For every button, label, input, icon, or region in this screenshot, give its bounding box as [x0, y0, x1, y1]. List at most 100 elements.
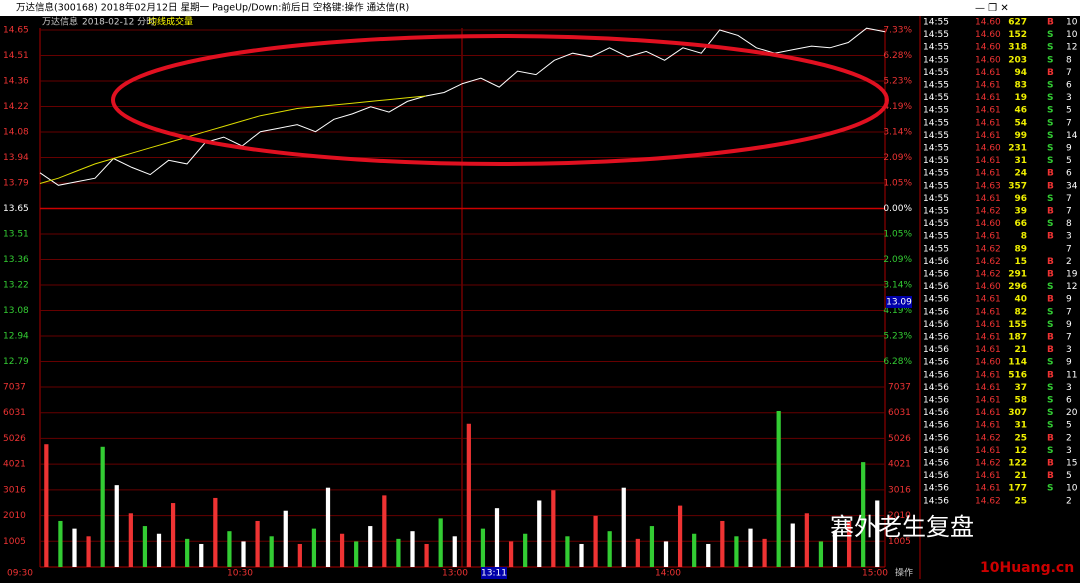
volume-bar [776, 410, 781, 567]
trade-cell: 3 [1066, 383, 1072, 393]
trade-cell: 40 [1014, 295, 1027, 305]
volume-bar [537, 500, 542, 567]
trade-cell: S [1047, 396, 1053, 406]
vol-tick: 6031 [3, 408, 26, 418]
pct-tick: 1.05% [883, 179, 912, 189]
volume-bar [494, 508, 500, 567]
annotation-ellipse [111, 34, 889, 166]
price-tick: 13.51 [3, 230, 29, 240]
avg-label: 均线 [148, 16, 166, 28]
vol-label: 成交量 [166, 16, 193, 28]
volume-bar [368, 526, 373, 567]
watermark: 塞外老生复盘 [830, 513, 974, 541]
vol-tick-right: 6031 [888, 408, 911, 418]
trade-cell: 31 [1014, 156, 1027, 166]
trade-cell: 14.61 [975, 68, 1001, 78]
volume-bar [100, 446, 105, 567]
cursor-time-box [481, 567, 507, 579]
volume-bar [875, 500, 880, 567]
time-tick: 13:00 [442, 569, 468, 579]
volume-bar [832, 531, 838, 567]
trade-cell: 14:56 [923, 333, 949, 343]
vol-tick: 7037 [3, 383, 26, 393]
trade-cell: S [1047, 144, 1053, 154]
trade-cell: 14:55 [923, 144, 949, 154]
trade-cell: 14.62 [975, 270, 1001, 280]
trade-cell: 5 [1066, 106, 1072, 116]
trade-cell: 2 [1066, 496, 1072, 506]
trade-cell: 14.61 [975, 169, 1001, 179]
vol-tick-right: 4021 [888, 460, 911, 470]
trade-cell: 14.61 [975, 81, 1001, 91]
volume-bar [227, 531, 232, 567]
trade-cell: 8 [1066, 219, 1072, 229]
trade-cell: 9 [1066, 144, 1072, 154]
trade-cell: 14.61 [975, 131, 1001, 141]
trade-cell: 14:55 [923, 30, 949, 40]
trade-cell: 14:55 [923, 181, 949, 191]
trade-cell: 14.61 [975, 421, 1001, 431]
volume-bar [269, 536, 274, 567]
trade-cell: 177 [1008, 484, 1027, 494]
trade-cell: S [1047, 219, 1053, 229]
trade-cell: 14:55 [923, 169, 949, 179]
pct-tick: 7.33% [883, 26, 912, 36]
trade-cell: 83 [1014, 81, 1027, 91]
trade-cell: S [1047, 55, 1053, 65]
volume-bar [452, 536, 457, 567]
trade-cell: 7 [1066, 307, 1072, 317]
trade-cell: S [1047, 93, 1053, 103]
volume-bar [677, 505, 683, 567]
pct-tick: 5.23% [883, 332, 912, 342]
cursor-price-box [886, 296, 912, 308]
stock-name: 万达信息 [42, 16, 78, 28]
trade-cell: 82 [1014, 307, 1027, 317]
trade-cell: S [1047, 421, 1053, 431]
trade-cell: B [1047, 169, 1054, 179]
trade-cell: 14.60 [975, 18, 1001, 28]
vol-tick: 2010 [3, 511, 26, 521]
window-title: 万达信息(300168) 2018年02月12日 星期一 PageUp/Down… [16, 2, 409, 14]
volume-bar [142, 526, 148, 567]
trade-cell: B [1047, 471, 1054, 481]
volume-bar [311, 528, 317, 567]
trade-cell: 6 [1066, 396, 1072, 406]
trade-cell: 5 [1066, 156, 1072, 166]
trade-cell: S [1047, 484, 1053, 494]
window-controls[interactable]: — ❐ ✕ [975, 3, 1009, 14]
trade-cell: 6 [1066, 81, 1072, 91]
volume-bar [706, 543, 711, 567]
trade-cell: 14 [1066, 131, 1078, 141]
trade-cell: 3 [1066, 232, 1072, 242]
trade-cell: B [1047, 181, 1054, 191]
trade-cell: 7 [1066, 244, 1072, 254]
trade-cell: 3 [1066, 93, 1072, 103]
trade-cell: S [1047, 194, 1053, 204]
trade-cell: 14.62 [975, 433, 1001, 443]
price-tick: 13.65 [3, 204, 29, 214]
vol-tick-right: 7037 [888, 383, 911, 393]
volume-bar [156, 533, 162, 567]
trade-cell: 14.61 [975, 106, 1001, 116]
trade-cell: 14.60 [975, 219, 1001, 229]
volume-bar [523, 533, 528, 567]
trade-cell: 12 [1014, 446, 1027, 456]
volume-bar [635, 538, 640, 567]
trade-cell: 10 [1066, 484, 1078, 494]
trade-cell: B [1047, 270, 1054, 280]
trade-cell: 7 [1066, 68, 1072, 78]
trade-cell: 8 [1021, 232, 1027, 242]
trade-cell: 14:56 [923, 446, 949, 456]
trade-cell: 14:55 [923, 118, 949, 128]
trade-cell: 7 [1066, 194, 1072, 204]
trade-cell: 39 [1014, 207, 1027, 217]
operate-button[interactable]: 操作 [895, 567, 913, 579]
trade-cell: 231 [1008, 144, 1027, 154]
trade-cell: S [1047, 358, 1053, 368]
price-tick: 12.94 [3, 332, 29, 342]
trade-cell: 89 [1014, 244, 1027, 254]
trade-cell: 31 [1014, 421, 1027, 431]
volume-bar [804, 513, 809, 567]
